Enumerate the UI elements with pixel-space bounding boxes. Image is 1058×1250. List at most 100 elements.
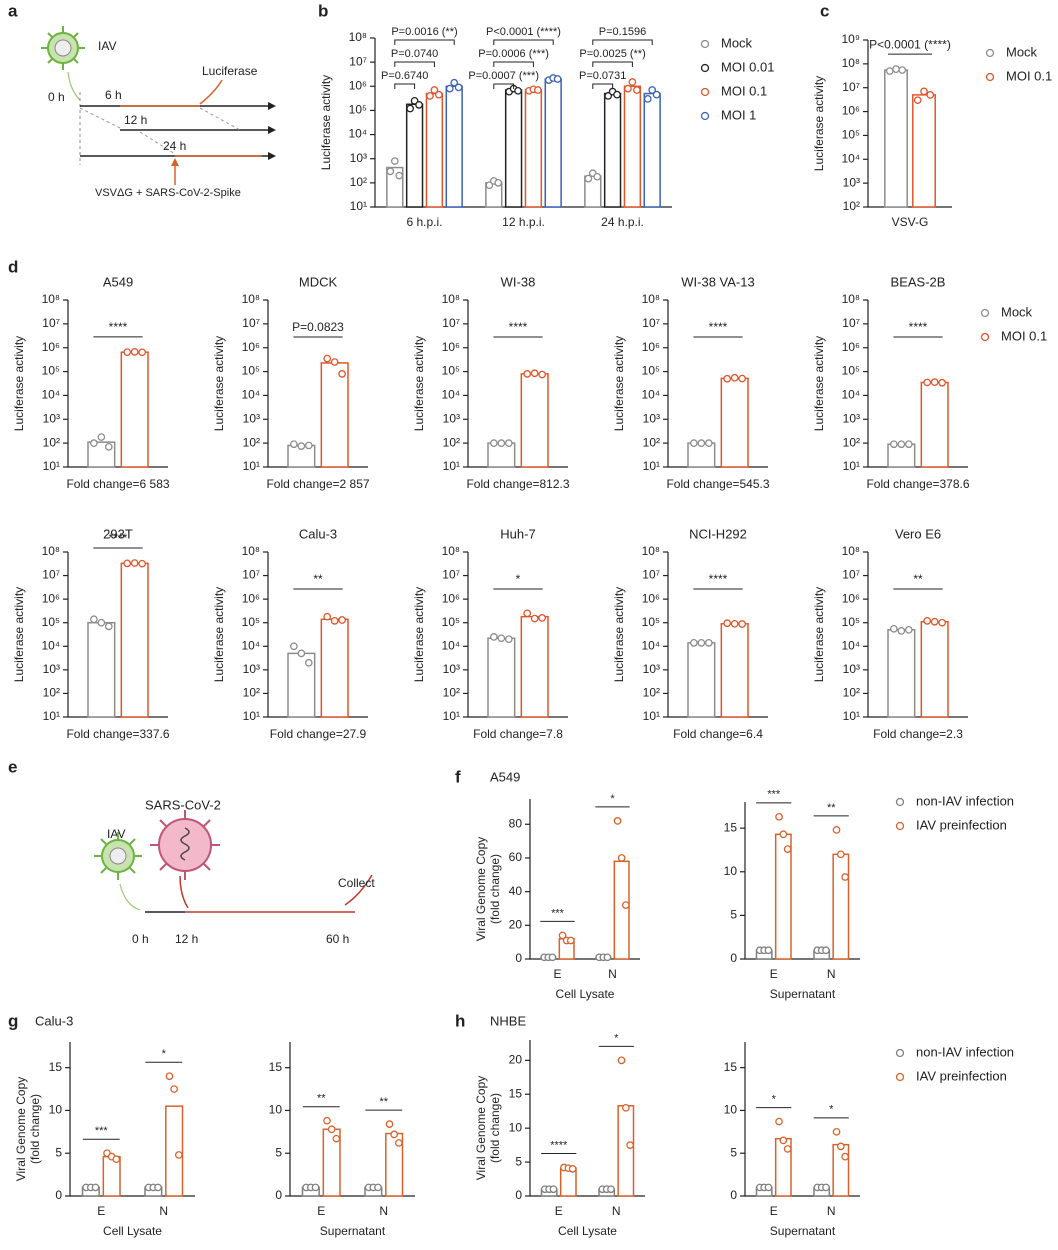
bracket: [493, 83, 515, 89]
y-axis-label: Viral Genome Copy: [474, 837, 488, 942]
data-point: [626, 1141, 634, 1149]
bar: [884, 69, 908, 208]
y-tick-label: 5: [515, 1154, 522, 1168]
y-tick-label: 10¹: [243, 709, 260, 723]
y-tick-label: 10⁴: [441, 638, 460, 652]
data-point: [779, 830, 788, 839]
legend-label: IAV preinfection: [916, 1068, 1007, 1083]
legend-label: IAV preinfection: [916, 817, 1007, 832]
bar: [120, 351, 149, 468]
data-point: [297, 649, 306, 658]
data-point: [779, 1136, 788, 1145]
y-tick-label: 10⁸: [442, 544, 460, 558]
data-point: [290, 440, 298, 449]
y-tick-label: 10³: [843, 411, 860, 425]
panel-label: g: [8, 1011, 18, 1030]
y-tick-label: 10²: [43, 435, 60, 449]
bracket: [592, 83, 614, 89]
x-axis-label: Supernatant: [770, 1224, 836, 1238]
data-point: [558, 931, 567, 940]
significance-label: ****: [909, 320, 928, 334]
data-point: [490, 633, 498, 641]
y-tick-label: 10⁵: [42, 615, 60, 629]
data-point: [112, 1155, 121, 1164]
significance-label: *: [162, 1048, 167, 1060]
data-point: [690, 439, 698, 447]
bar: [120, 562, 149, 718]
legend-marker: [895, 1072, 905, 1082]
y-tick-label: 5: [730, 908, 737, 922]
y-tick-label: 10³: [643, 411, 660, 425]
data-point: [454, 83, 463, 92]
y-tick-label: 10⁶: [42, 591, 60, 605]
y-tick-label: 10²: [443, 435, 460, 449]
axis: [867, 40, 952, 208]
y-tick-label: 0: [730, 951, 737, 965]
y-tick-label: 10⁵: [242, 615, 260, 629]
data-point: [450, 78, 459, 87]
x-axis-label: Supernatant: [320, 1224, 386, 1238]
legend-marker: [985, 48, 995, 58]
x-axis-label: Fold change=7.8: [473, 727, 563, 741]
y-tick-label: 10: [724, 1103, 738, 1117]
data-point: [395, 171, 404, 180]
data-point: [697, 439, 706, 447]
y-tick-label: 10⁴: [241, 638, 260, 652]
significance-label: ***: [95, 1125, 109, 1137]
y-tick-label: 10¹: [43, 709, 60, 723]
data-point: [704, 439, 713, 447]
virus-label: IAV: [98, 39, 116, 53]
y-tick-label: 10⁷: [42, 568, 60, 582]
y-tick-label: 10²: [643, 686, 660, 700]
y-tick-label: 10¹: [43, 459, 60, 473]
time-label: 6 h: [105, 88, 122, 102]
bar: [320, 362, 349, 468]
data-point: [323, 354, 332, 363]
y-tick-label: 10⁸: [442, 292, 460, 306]
chart-title: 293T: [103, 526, 133, 541]
x-tick-label: E: [770, 967, 778, 981]
significance-label: ***: [767, 789, 781, 801]
dashed-line: [79, 107, 241, 155]
y-axis-label: Luciferase activity: [812, 76, 826, 171]
data-point: [897, 627, 906, 635]
data-point: [613, 90, 621, 99]
bar: [504, 89, 523, 208]
y-tick-label: 10³: [43, 662, 60, 676]
data-point: [390, 1130, 399, 1139]
iav-icon: [41, 26, 85, 70]
bar: [912, 94, 936, 208]
bracket: [592, 39, 653, 45]
panel-label: b: [318, 1, 328, 20]
legend-marker: [700, 39, 710, 49]
significance-label: P=0.0016 (**): [391, 26, 457, 38]
data-point: [938, 378, 946, 387]
y-tick-label: 10¹: [643, 709, 660, 723]
y-tick-label: 10²: [643, 435, 660, 449]
y-tick-label: 10⁶: [842, 340, 860, 354]
legend-label: Mock: [1006, 44, 1038, 59]
legend-label: non-IAV infection: [916, 1044, 1014, 1059]
time-label: 24 h: [163, 139, 186, 153]
data-point: [323, 1116, 331, 1125]
readout-label: Luciferase: [202, 64, 258, 78]
significance-label: **: [313, 572, 323, 586]
data-point: [836, 1142, 845, 1151]
x-tick-label: E: [770, 1204, 778, 1218]
significance-label: ****: [109, 320, 128, 334]
sars-icon: [150, 810, 220, 880]
data-point: [323, 612, 332, 621]
y-axis-label: Luciferase activity: [612, 587, 626, 682]
y-tick-label: 10⁸: [642, 544, 660, 558]
data-point: [822, 1183, 830, 1192]
legend-marker: [895, 821, 905, 831]
data-point: [764, 946, 773, 955]
data-point: [926, 91, 935, 99]
bar: [617, 1105, 635, 1197]
y-tick-label: 10²: [43, 686, 60, 700]
legend-marker: [895, 1048, 905, 1058]
bar: [87, 621, 116, 718]
data-point: [607, 1185, 615, 1194]
y-tick-label: 10⁶: [842, 591, 860, 605]
